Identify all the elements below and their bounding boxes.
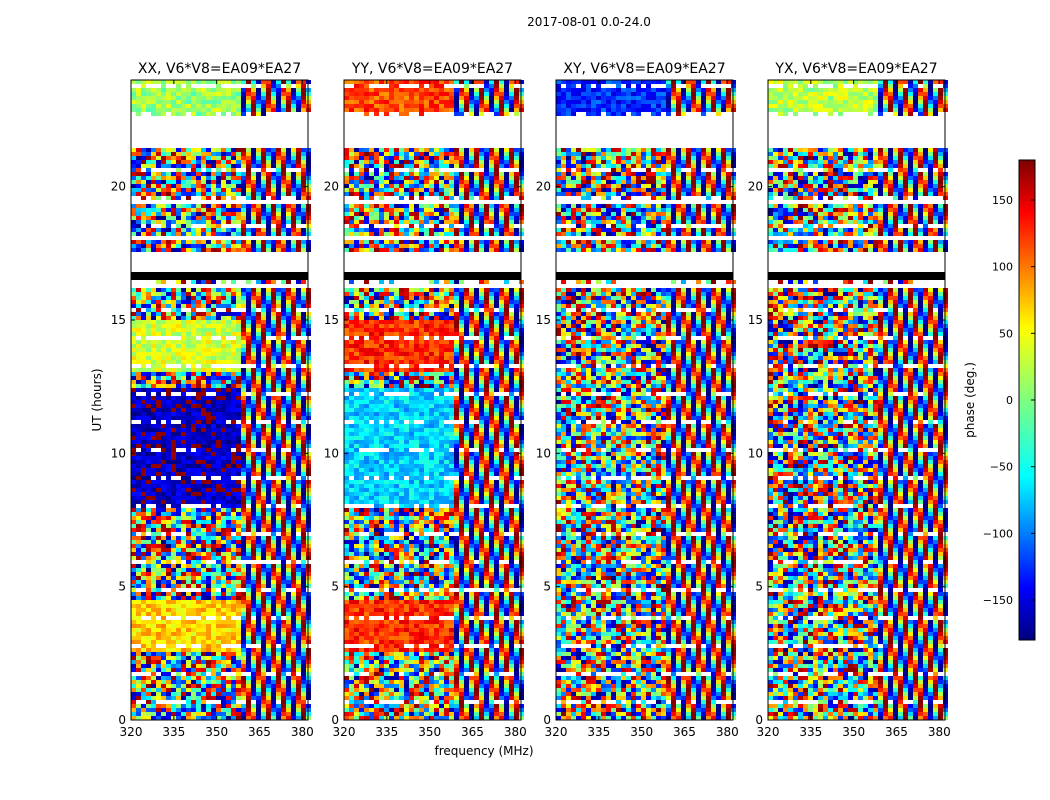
- x-tick-label: 320: [757, 725, 780, 739]
- y-tick-label: 0: [755, 713, 763, 727]
- x-tick-label: 380: [291, 725, 314, 739]
- x-tick-label: 365: [885, 725, 908, 739]
- x-tick-label: 380: [504, 725, 527, 739]
- colorbar-tick-label: −150: [983, 594, 1013, 607]
- x-tick-label: 320: [333, 725, 356, 739]
- y-axis-label: UT (hours): [90, 368, 104, 431]
- panel-2: YY, V6*V8=EA09*EA27 320 335 350 365 380 0 5 10 15…: [324, 61, 527, 739]
- y-tick-label: 15: [111, 313, 126, 327]
- x-tick-label: 350: [630, 725, 653, 739]
- x-tick-label: 335: [799, 725, 822, 739]
- y-tick-label: 0: [331, 713, 339, 727]
- y-tick-label: 10: [536, 446, 551, 460]
- y-tick-label: 0: [118, 713, 126, 727]
- y-tick-label: 15: [536, 313, 551, 327]
- panels-group: XX, V6*V8=EA09*EA27 320 335 350 365 380 0 5 10 15…: [111, 61, 951, 739]
- y-tick-label: 20: [111, 180, 126, 194]
- panel-title: YX, V6*V8=EA09*EA27: [774, 61, 937, 77]
- panel-frame: [130, 79, 309, 721]
- y-tick-label: 5: [118, 580, 126, 594]
- y-tick-label: 0: [543, 713, 551, 727]
- y-tick-label: 20: [536, 180, 551, 194]
- x-tick-label: 335: [587, 725, 610, 739]
- colorbar-tick-label: 150: [992, 194, 1013, 207]
- colorbar-tick-label: −100: [983, 527, 1013, 540]
- x-tick-label: 380: [716, 725, 739, 739]
- x-tick-label: 365: [461, 725, 484, 739]
- x-tick-label: 380: [928, 725, 951, 739]
- y-tick-label: 15: [748, 313, 763, 327]
- x-tick-label: 350: [205, 725, 228, 739]
- y-tick-label: 10: [324, 446, 339, 460]
- panel-3: XY, V6*V8=EA09*EA27 320 335 350 365 380 0 5 10 15…: [536, 61, 739, 739]
- colorbar-tick-label: 100: [992, 261, 1013, 274]
- y-tick-label: 5: [755, 580, 763, 594]
- colorbar: 150 100 50 0 −50 −100 −150 phase (deg.): [963, 159, 1036, 641]
- y-tick-label: 5: [543, 580, 551, 594]
- colorbar-tick-label: 50: [999, 327, 1013, 340]
- colorbar-label: phase (deg.): [963, 362, 977, 438]
- y-tick-label: 5: [331, 580, 339, 594]
- colorbar-tick-label: 0: [1006, 394, 1013, 407]
- panel-frame: [343, 79, 522, 721]
- panel-title: XX, V6*V8=EA09*EA27: [138, 61, 301, 77]
- x-tick-label: 335: [162, 725, 185, 739]
- x-axis-label: frequency (MHz): [434, 744, 533, 758]
- figure-suptitle: 2017-08-01 0.0-24.0: [527, 15, 651, 29]
- panel-frame: [767, 79, 946, 721]
- panel-4: YX, V6*V8=EA09*EA27 320 335 350 365 380 0 5 10 15…: [748, 61, 951, 739]
- phase-image: [131, 80, 311, 720]
- colorbar-tick-label: −50: [990, 461, 1013, 474]
- x-tick-label: 365: [248, 725, 271, 739]
- phase-image: [556, 80, 736, 720]
- x-tick-label: 320: [545, 725, 568, 739]
- x-tick-label: 350: [842, 725, 865, 739]
- panel-title: YY, V6*V8=EA09*EA27: [351, 61, 513, 77]
- phase-image: [344, 80, 524, 720]
- x-tick-label: 350: [418, 725, 441, 739]
- y-tick-label: 10: [748, 446, 763, 460]
- y-tick-label: 20: [748, 180, 763, 194]
- colorbar-ticks: 150 100 50 0 −50 −100 −150: [983, 194, 1035, 607]
- x-tick-label: 320: [120, 725, 143, 739]
- x-tick-label: 365: [673, 725, 696, 739]
- y-tick-label: 20: [324, 180, 339, 194]
- panel-frame: [555, 79, 734, 721]
- panel-title: XY, V6*V8=EA09*EA27: [563, 61, 725, 77]
- y-tick-label: 10: [111, 446, 126, 460]
- y-tick-label: 15: [324, 313, 339, 327]
- phase-image: [768, 80, 948, 720]
- x-tick-label: 335: [375, 725, 398, 739]
- panel-1: XX, V6*V8=EA09*EA27 320 335 350 365 380 0 5 10 15…: [111, 61, 314, 739]
